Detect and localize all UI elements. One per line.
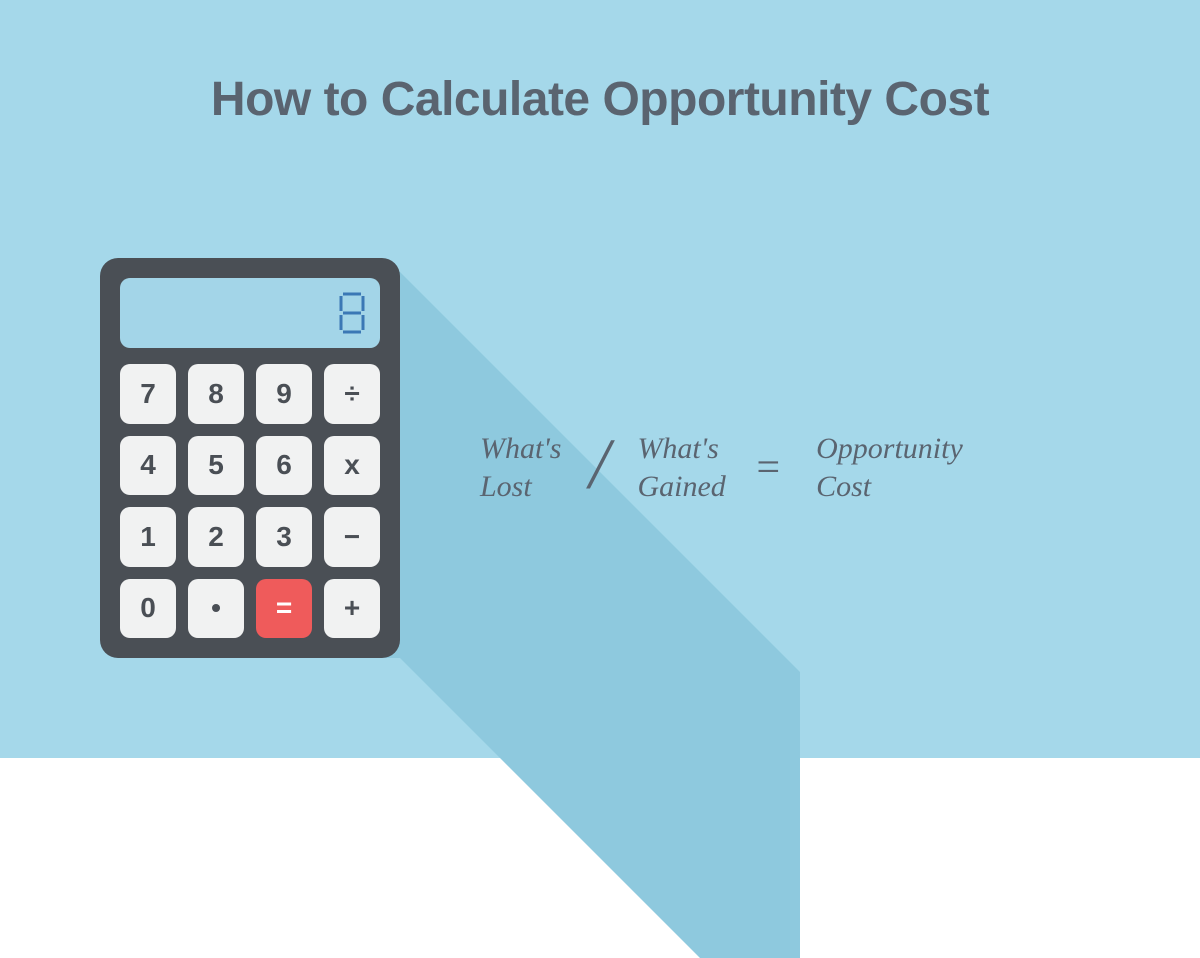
formula: What's Lost / What's Gained = Opportunit… [480, 430, 1160, 505]
formula-term-gained: What's Gained [637, 430, 725, 505]
screen-digit-icon [338, 291, 366, 335]
formula-text: What's [637, 430, 725, 468]
key-6[interactable]: 6 [256, 436, 312, 496]
divide-icon: / [589, 428, 609, 500]
calculator-screen [120, 278, 380, 348]
key-5[interactable]: 5 [188, 436, 244, 496]
equals-icon: = [754, 444, 788, 492]
calculator: 789÷ 456x 123− 0•=+ [100, 258, 400, 658]
key-equals[interactable]: = [256, 579, 312, 639]
page-title: How to Calculate Opportunity Cost [0, 72, 1200, 127]
formula-term-lost: What's Lost [480, 430, 561, 505]
formula-text: Gained [637, 468, 725, 506]
key-+[interactable]: + [324, 579, 380, 639]
key-7[interactable]: 7 [120, 364, 176, 424]
calculator-keypad: 789÷ 456x 123− 0•=+ [120, 364, 380, 638]
infographic-canvas: How to Calculate Opportunity Cost [0, 0, 1200, 758]
formula-text: Lost [480, 468, 561, 506]
key-2[interactable]: 2 [188, 507, 244, 567]
key-−[interactable]: − [324, 507, 380, 567]
key-8[interactable]: 8 [188, 364, 244, 424]
key-÷[interactable]: ÷ [324, 364, 380, 424]
formula-term-result: Opportunity Cost [816, 430, 963, 505]
formula-text: Cost [816, 468, 963, 506]
key-4[interactable]: 4 [120, 436, 176, 496]
key-0[interactable]: 0 [120, 579, 176, 639]
key-•[interactable]: • [188, 579, 244, 639]
formula-text: Opportunity [816, 430, 963, 468]
key-1[interactable]: 1 [120, 507, 176, 567]
formula-text: What's [480, 430, 561, 468]
key-3[interactable]: 3 [256, 507, 312, 567]
calculator-body: 789÷ 456x 123− 0•=+ [100, 258, 400, 658]
key-9[interactable]: 9 [256, 364, 312, 424]
key-x[interactable]: x [324, 436, 380, 496]
